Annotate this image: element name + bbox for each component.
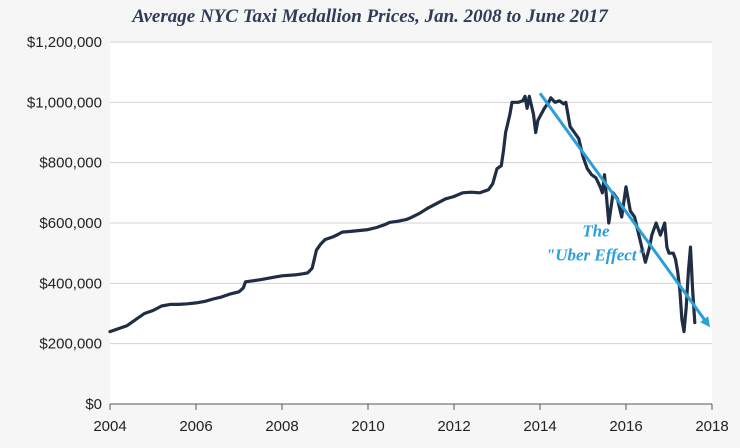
y-tick-label: $400,000 [39,275,102,292]
x-tick-label: 2004 [93,418,126,435]
x-tick-label: 2006 [179,418,212,435]
annotation-label: "Uber Effect" [546,246,646,265]
chart-title: Average NYC Taxi Medallion Prices, Jan. … [132,6,608,27]
uber-effect-arrow [538,92,711,328]
y-tick-label: $600,000 [39,215,102,232]
y-tick-label: $200,000 [39,336,102,353]
x-tick-label: 2012 [437,418,470,435]
x-tick-label: 2018 [695,418,728,435]
x-tick-label: 2010 [351,418,384,435]
y-tick-label: $800,000 [39,155,102,172]
x-tick-label: 2016 [609,418,642,435]
x-tick-label: 2008 [265,418,298,435]
annotation-label: The [582,222,610,241]
y-tick-label: $0 [85,396,102,413]
x-tick-label: 2014 [523,418,556,435]
y-tick-label: $1,000,000 [27,94,102,111]
y-tick-label: $1,200,000 [27,34,102,51]
series-line [108,94,697,334]
